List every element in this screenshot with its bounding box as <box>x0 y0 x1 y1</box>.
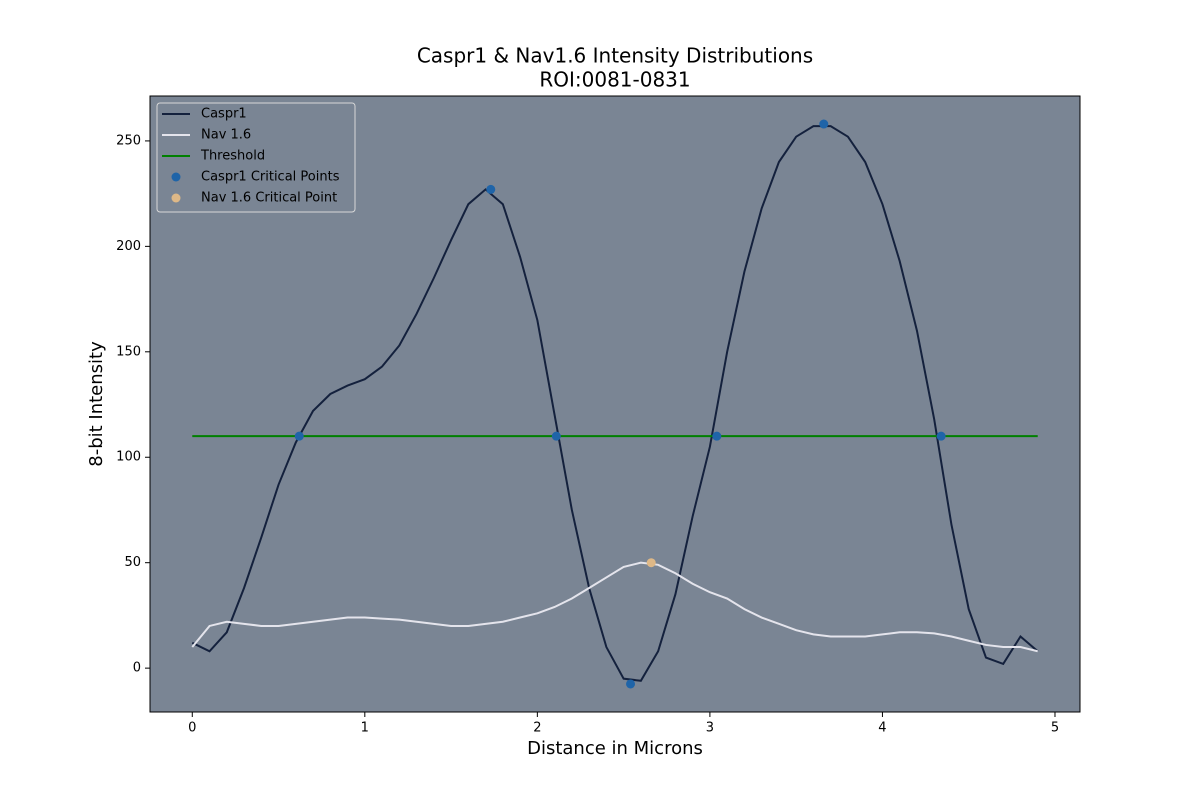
legend-marker <box>171 172 181 182</box>
legend-label: Caspr1 Critical Points <box>201 170 340 185</box>
critical-point <box>486 184 496 194</box>
critical-point <box>626 679 636 689</box>
x-tick-label: 3 <box>706 721 714 736</box>
legend-label: Nav 1.6 <box>201 128 251 143</box>
y-tick-label: 150 <box>116 344 141 359</box>
x-tick-label: 1 <box>361 721 369 736</box>
y-tick-label: 200 <box>116 239 141 254</box>
y-axis-label: 8-bit Intensity <box>86 341 107 467</box>
legend-marker <box>171 193 181 203</box>
x-tick-label: 0 <box>188 721 196 736</box>
legend-label: Caspr1 <box>201 107 247 122</box>
x-tick-label: 2 <box>533 721 541 736</box>
legend-label: Nav 1.6 Critical Point <box>201 191 337 206</box>
x-tick-label: 5 <box>1051 721 1059 736</box>
chart-title: Caspr1 & Nav1.6 Intensity Distributions <box>417 44 813 68</box>
critical-point <box>551 431 561 441</box>
x-tick-label: 4 <box>878 721 886 736</box>
x-axis-label: Distance in Microns <box>527 738 703 759</box>
critical-point <box>712 431 722 441</box>
plot-frame <box>149 95 1081 713</box>
legend-label: Threshold <box>200 149 265 164</box>
chart-subtitle: ROI:0081-0831 <box>539 68 690 92</box>
line-series <box>191 125 1039 682</box>
y-tick-label: 100 <box>116 450 141 465</box>
y-tick-label: 50 <box>124 555 141 570</box>
y-tick-label: 0 <box>133 661 141 676</box>
critical-point <box>646 558 656 568</box>
critical-point <box>819 119 829 129</box>
critical-point <box>936 431 946 441</box>
critical-point <box>294 431 304 441</box>
y-tick-label: 250 <box>116 133 141 148</box>
line-series <box>191 561 1038 653</box>
legend-box <box>156 102 356 213</box>
